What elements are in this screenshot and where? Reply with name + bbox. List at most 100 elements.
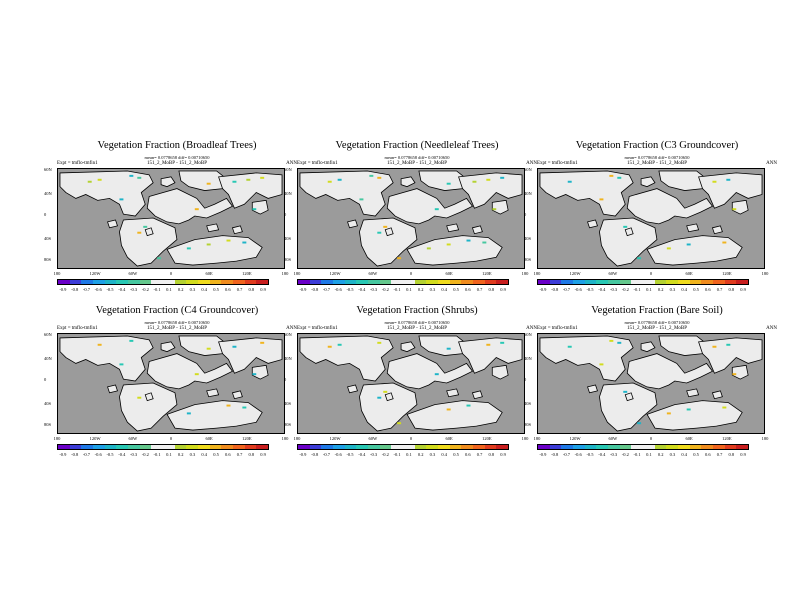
colorbar-tick-label: 0.4 (681, 287, 688, 292)
landmass (418, 170, 467, 191)
lon-tick-label: 60W (128, 271, 138, 276)
landmass (178, 170, 227, 191)
colorbar-swatch (736, 280, 749, 284)
colorbar-swatch (198, 445, 210, 449)
anomaly-cell (137, 231, 142, 234)
landmass (626, 353, 714, 390)
mean-diff-text: mean= 0.0778658 diff= 0.00710650 (384, 320, 450, 325)
lat-tick-label: 80S (524, 422, 532, 427)
colorbar-tick-label: -0.8 (311, 287, 319, 292)
landmass (646, 235, 743, 266)
landmass (359, 382, 418, 432)
mean-diff-text: mean= 0.0778658 diff= 0.00710650 (384, 155, 450, 160)
colorbar-swatch (256, 445, 269, 449)
colorbar-tick-label: 0.5 (693, 287, 699, 292)
anomaly-cell (232, 345, 237, 348)
anomaly-cell (609, 174, 614, 177)
colorbar-tick-label: -0.6 (574, 287, 582, 292)
anomaly-cell (383, 390, 388, 393)
colorbar-swatch (163, 445, 175, 449)
colorbar-swatch (619, 445, 632, 449)
colorbar-tick-label: -0.2 (381, 287, 389, 292)
lon-tick-label: 120E (242, 436, 252, 441)
lon-tick-label: 180 (53, 271, 61, 276)
lat-tick-label: 0 (524, 377, 527, 382)
colorbar-swatch (473, 280, 485, 284)
anomaly-cell (226, 239, 231, 242)
colorbar-swatch (209, 445, 222, 449)
map-frame (57, 333, 285, 434)
landmass (146, 353, 234, 390)
lat-tick-label: 60N (284, 167, 292, 172)
anomaly-cell (446, 182, 451, 185)
colorbar-tick-label: -0.4 (358, 287, 366, 292)
colorbar-swatch (426, 445, 439, 449)
colorbar-swatch (496, 445, 509, 449)
map-panel: Vegetation Fraction (C4 Groundcover) mean… (44, 305, 297, 457)
anomaly-cell (397, 257, 402, 260)
colorbar-swatch (244, 445, 257, 449)
anomaly-cell (726, 178, 731, 181)
landmass (640, 341, 656, 353)
colorbar-tick-label: 0.4 (201, 287, 208, 292)
colorbar-tick-label: -0.7 (322, 452, 330, 457)
colorbar-swatch (701, 445, 714, 449)
anomaly-cell (599, 363, 604, 366)
colorbar-swatch (139, 280, 152, 284)
lat-tick-label: 80S (44, 422, 52, 427)
colorbar-swatch (713, 280, 725, 284)
lon-tick-label: 0 (409, 436, 413, 441)
colorbar-labels: -0.9 -0.8 -0.7 -0.6 -0.5 -0.4 -0.3 -0.2 -0.1 0.1 0… (297, 452, 509, 458)
anomaly-cell (87, 180, 92, 183)
colorbar-tick-label: 0.7 (236, 452, 243, 457)
lat-tick-label: 40N (524, 356, 532, 361)
colorbar-tick-label: -0.9 (299, 287, 307, 292)
colorbar-tick-label: 0.4 (441, 287, 448, 292)
landmass (458, 337, 523, 374)
anomaly-cell (472, 180, 477, 183)
anomaly-cell (686, 243, 691, 246)
colorbar-tick-label: -0.4 (118, 452, 126, 457)
landmass (624, 227, 634, 237)
colorbar-swatch (484, 280, 497, 284)
colorbar-tick-label: -0.5 (106, 452, 114, 457)
panel-title: Vegetation Fraction (Shrubs) (356, 305, 478, 316)
colorbar-tick-label: -0.7 (562, 287, 570, 292)
anomaly-cell (617, 341, 622, 344)
landmass (658, 335, 707, 356)
lat-tick-label: 80S (44, 257, 52, 262)
season-label: ANN (286, 326, 297, 331)
anomaly-cell (567, 345, 572, 348)
colorbar-tick-label: -0.1 (393, 287, 401, 292)
lon-tick-label: 180 (53, 436, 61, 441)
lat-tick-label: 40N (284, 191, 292, 196)
colorbar-tick-label: -0.3 (369, 287, 378, 292)
colorbar-swatch (69, 280, 82, 284)
anomaly-cell (466, 239, 471, 242)
anomaly-cell (377, 231, 382, 234)
anomaly-cell (129, 339, 134, 342)
colorbar-tick-label: -0.3 (609, 452, 618, 457)
colorbar-tick-label: -0.2 (141, 287, 149, 292)
map-panel: Vegetation Fraction (C3 Groundcover) mean… (524, 140, 777, 292)
colorbar-tick-label: -0.1 (633, 452, 641, 457)
colorbar-swatch (678, 445, 690, 449)
colorbar-tick-label: 0.1 (646, 452, 652, 457)
landmass (146, 188, 234, 225)
lat-tick-label: 40S (524, 236, 532, 241)
colorbar-swatch (549, 280, 562, 284)
colorbar-swatch (163, 280, 175, 284)
experiment-label: Expt = tmflo-tmfin1 (537, 326, 578, 331)
anomaly-cell (252, 373, 257, 376)
map-frame (57, 168, 285, 269)
colorbar-swatch (81, 280, 94, 284)
colorbar-swatch (724, 445, 737, 449)
landmass (251, 364, 269, 380)
anomaly-cell (377, 341, 382, 344)
lon-tick-label: 0 (649, 271, 653, 276)
colorbar-swatch (221, 280, 234, 284)
landmass (686, 223, 700, 233)
map-panel: Vegetation Fraction (Bare Soil) mean= 0.0… (524, 305, 777, 457)
colorbar-tick-label: -0.6 (94, 287, 102, 292)
colorbar-tick-label: -0.2 (381, 452, 389, 457)
